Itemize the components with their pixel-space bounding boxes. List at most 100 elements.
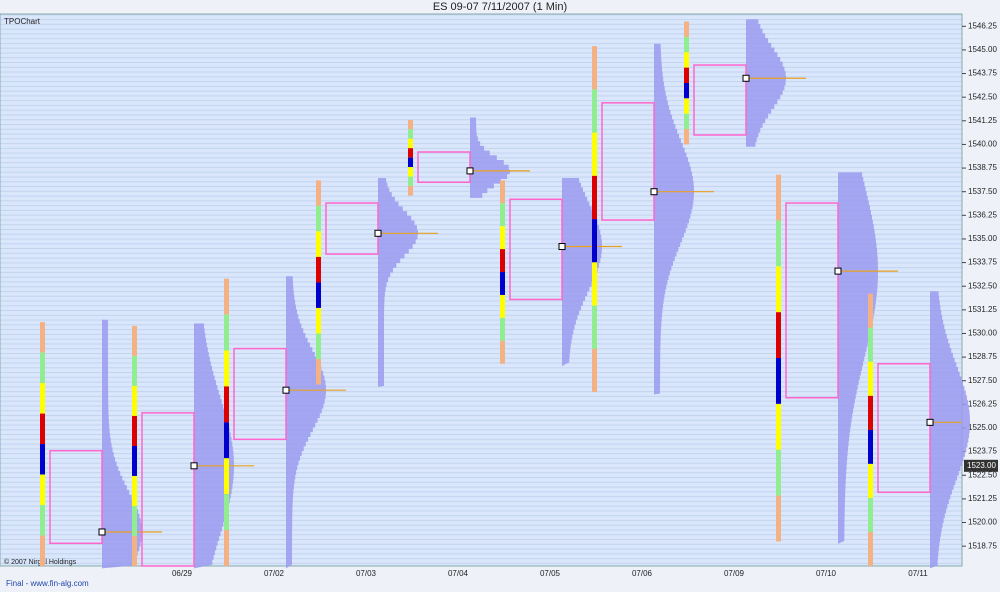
y-tick-label: 1546.25 [968, 21, 997, 30]
period-bar [776, 312, 781, 359]
period-bar [132, 445, 137, 476]
value-area [233, 347, 287, 441]
period-bar [132, 415, 137, 446]
poc-marker [466, 167, 474, 175]
period-bar [132, 385, 137, 416]
period-bar [592, 132, 597, 176]
y-tick-label: 1527.50 [968, 376, 997, 385]
period-bar [776, 266, 781, 313]
y-tick-label: 1538.75 [968, 163, 997, 172]
period-bar [500, 180, 505, 204]
poc-marker [374, 229, 382, 237]
y-tick-label: 1523.75 [968, 447, 997, 456]
period-bar [132, 505, 137, 536]
current-price-label: 1523.00 [967, 461, 996, 470]
period-bar [592, 219, 597, 263]
value-area [601, 102, 655, 221]
period-bar [132, 325, 137, 356]
y-tick-label: 1540.00 [968, 140, 997, 149]
period-bar [776, 174, 781, 221]
period-bar [316, 307, 321, 334]
period-bar [132, 355, 137, 386]
x-tick-label: 07/04 [448, 569, 469, 578]
period-bar [500, 203, 505, 227]
poc-marker [98, 528, 106, 536]
period-bar [776, 449, 781, 496]
x-tick-label: 07/10 [816, 569, 837, 578]
y-tick-label: 1520.00 [968, 518, 997, 527]
period-bar [316, 333, 321, 359]
period-bar [868, 327, 873, 362]
period-bar [868, 361, 873, 396]
period-bar [776, 220, 781, 267]
profile [654, 43, 694, 395]
period-bar [408, 148, 413, 158]
period-bar [224, 530, 229, 566]
period-bar [684, 36, 689, 53]
period-bar [592, 348, 597, 393]
period-bar [40, 322, 45, 353]
value-area [693, 64, 747, 136]
profile [746, 19, 786, 147]
poc-marker [650, 188, 658, 196]
period-bar [132, 535, 137, 566]
period-bar [500, 317, 505, 341]
y-tick-label: 1522.50 [968, 470, 997, 479]
period-bar [408, 176, 413, 187]
y-tick-label: 1542.50 [968, 92, 997, 101]
y-tick-label: 1518.75 [968, 541, 997, 550]
period-bar [684, 98, 689, 114]
period-bar [224, 386, 229, 423]
period-bar [868, 395, 873, 430]
y-tick-label: 1533.75 [968, 258, 997, 267]
period-bar [500, 249, 505, 273]
plot-area [0, 13, 963, 567]
period-bar [316, 359, 321, 385]
x-tick-label: 07/06 [632, 569, 653, 578]
period-bar [592, 175, 597, 220]
period-bar [776, 495, 781, 542]
y-tick-label: 1535.00 [968, 234, 997, 243]
profile [194, 323, 234, 569]
y-tick-label: 1526.25 [968, 399, 997, 408]
period-bar [316, 205, 321, 232]
period-bar [776, 358, 781, 404]
y-tick-label: 1532.50 [968, 281, 997, 290]
y-tick-label: 1536.25 [968, 210, 997, 219]
x-tick-label: 07/09 [724, 569, 745, 578]
x-tick-label: 07/02 [264, 569, 285, 578]
period-bar [224, 278, 229, 315]
x-tick-label: 07/05 [540, 569, 561, 578]
period-bar [316, 231, 321, 257]
poc-marker [926, 418, 934, 426]
value-area [877, 362, 931, 494]
period-bar [408, 157, 413, 168]
period-bar [408, 119, 413, 130]
period-bar [408, 129, 413, 139]
period-bar [224, 422, 229, 459]
y-tick-label: 1521.25 [968, 494, 997, 503]
profile [470, 117, 510, 198]
value-area [49, 449, 103, 545]
period-bar [224, 494, 229, 531]
profile [102, 319, 142, 569]
chart-title: ES 09-07 7/11/2007 (1 Min) [433, 1, 567, 13]
period-bar [684, 113, 689, 130]
value-area [417, 151, 471, 183]
period-bar [40, 474, 45, 506]
value-area [325, 202, 379, 255]
period-bar [868, 293, 873, 328]
period-bar [868, 429, 873, 464]
profile [838, 172, 878, 544]
y-tick-label: 1545.00 [968, 45, 997, 54]
period-bar [684, 52, 689, 68]
period-bar [776, 403, 781, 450]
period-bar [408, 138, 413, 149]
period-bar [408, 167, 413, 177]
poc-marker [742, 74, 750, 82]
period-bar [132, 475, 137, 506]
period-bar [592, 46, 597, 90]
period-bar [684, 83, 689, 99]
footer: Final - www.fin-alg.com [6, 579, 89, 588]
